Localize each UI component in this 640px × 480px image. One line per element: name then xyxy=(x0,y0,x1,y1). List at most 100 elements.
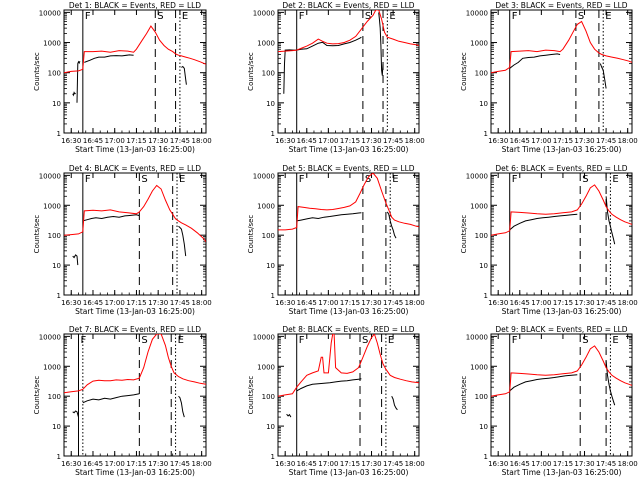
x-tick-label: 17:45 xyxy=(383,299,403,307)
x-tick-label: 17:15 xyxy=(340,299,360,307)
plot-area xyxy=(64,184,206,266)
y-tick-label: 100 xyxy=(48,70,61,78)
series-events-line xyxy=(378,12,384,76)
y-axis-label: Counts/sec xyxy=(460,376,468,415)
y-tick-label: 10000 xyxy=(466,172,488,180)
x-tick-label: 18:00 xyxy=(192,137,212,145)
chart-panel-7: 1 10 100 1000 10000 16:30 16:45 17:00 17:15 17:30… xyxy=(33,325,212,477)
x-tick-label: 16:30 xyxy=(488,137,508,145)
x-tick-label: 17:15 xyxy=(126,299,146,307)
x-tick-label: 17:30 xyxy=(148,460,168,468)
x-tick-label: 16:30 xyxy=(275,137,295,145)
y-tick-label: 1 xyxy=(271,453,275,461)
interval-marker-label: E xyxy=(389,11,395,22)
interval-marker-label: E xyxy=(182,11,188,22)
x-tick-label: 17:00 xyxy=(531,137,551,145)
x-tick-label: 16:45 xyxy=(297,460,317,468)
y-tick-label: 10 xyxy=(479,262,488,270)
y-axis-label: Counts/sec xyxy=(33,52,41,91)
plot-frame xyxy=(277,333,420,457)
x-tick-label: 17:45 xyxy=(383,137,403,145)
x-tick-label: 16:30 xyxy=(488,460,508,468)
interval-marker-label: E xyxy=(388,335,394,346)
chart-panel-3: 1 10 100 1000 10000 16:30 16:45 17:00 17:15 17:30… xyxy=(460,1,638,154)
series-events-line xyxy=(509,213,578,231)
interval-marker-label: F xyxy=(85,174,91,185)
x-tick-label: 17:15 xyxy=(340,460,360,468)
y-tick-label: 10000 xyxy=(39,333,61,341)
chart-panel-2: 1 10 100 1000 10000 16:30 16:45 17:00 17:15 17:30… xyxy=(247,1,425,154)
series-events-line xyxy=(286,413,292,418)
x-tick-label: 17:45 xyxy=(383,460,403,468)
plot-area xyxy=(64,25,206,103)
interval-marker-label: F xyxy=(299,11,305,22)
y-tick-label: 10 xyxy=(266,262,275,270)
y-tick-label: 10 xyxy=(266,100,275,108)
series-events-line xyxy=(181,65,187,85)
interval-marker-label: F xyxy=(299,174,305,185)
x-tick-label: 17:15 xyxy=(126,460,146,468)
interval-marker-label: S xyxy=(141,174,147,185)
interval-marker-label: S xyxy=(582,335,588,346)
x-tick-label: 18:00 xyxy=(618,299,638,307)
y-tick-label: 1 xyxy=(271,130,275,138)
y-tick-label: 1000 xyxy=(43,363,61,371)
interval-marker-label: S xyxy=(582,174,588,185)
x-tick-label: 17:00 xyxy=(318,299,338,307)
series-events-line xyxy=(72,254,79,266)
y-axis-label: Counts/sec xyxy=(247,52,255,91)
series-events-line xyxy=(391,395,398,411)
x-tick-label: 17:45 xyxy=(170,299,190,307)
y-axis-label: Counts/sec xyxy=(33,376,41,415)
series-events-line xyxy=(605,360,616,406)
y-tick-label: 1 xyxy=(484,292,488,300)
y-tick-label: 1000 xyxy=(470,363,488,371)
series-lld-line xyxy=(278,10,419,53)
x-tick-label: 16:30 xyxy=(275,299,295,307)
x-tick-label: 17:00 xyxy=(531,299,551,307)
y-axis-label: Counts/sec xyxy=(33,215,41,254)
interval-marker-label: E xyxy=(612,174,618,185)
chart-panel-5: 1 10 100 1000 10000 16:30 16:45 17:00 17:15 17:30… xyxy=(247,164,425,316)
x-tick-label: 17:15 xyxy=(126,137,146,145)
y-tick-label: 10 xyxy=(479,100,488,108)
chart-panel-4: 1 10 100 1000 10000 16:30 16:45 17:00 17:15 17:30… xyxy=(33,164,212,316)
series-events-line xyxy=(178,395,185,418)
chart-panel-1: 1 10 100 1000 10000 16:30 16:45 17:00 17:15 17:30… xyxy=(33,1,212,154)
y-tick-label: 1000 xyxy=(43,202,61,210)
y-tick-label: 10 xyxy=(266,423,275,431)
x-tick-label: 18:00 xyxy=(192,299,212,307)
x-tick-label: 17:00 xyxy=(105,460,125,468)
series-events-line xyxy=(72,91,76,97)
interval-marker-label: F xyxy=(85,11,91,22)
panel-title: Det 6: BLACK = Events, RED = LLD xyxy=(495,164,627,173)
plot-area xyxy=(491,184,632,245)
x-tick-label: 17:45 xyxy=(596,299,616,307)
x-tick-label: 16:30 xyxy=(275,460,295,468)
x-tick-label: 17:00 xyxy=(531,460,551,468)
interval-marker-label: S xyxy=(362,335,368,346)
y-tick-label: 1 xyxy=(57,292,61,300)
panel-title: Det 2: BLACK = Events, RED = LLD xyxy=(282,1,414,10)
plot-frame xyxy=(63,333,207,457)
y-tick-label: 10 xyxy=(479,423,488,431)
interval-marker-label: S xyxy=(578,11,584,22)
y-tick-label: 10 xyxy=(52,423,61,431)
interval-marker-label: F xyxy=(512,335,518,346)
y-tick-label: 100 xyxy=(475,232,488,240)
x-tick-label: 17:45 xyxy=(170,137,190,145)
series-lld-line xyxy=(491,345,632,397)
x-tick-label: 18:00 xyxy=(618,460,638,468)
x-tick-label: 17:30 xyxy=(361,460,381,468)
panel-title: Det 9: BLACK = Events, RED = LLD xyxy=(495,325,627,334)
interval-marker-label: S xyxy=(157,11,163,22)
x-tick-label: 18:00 xyxy=(405,137,425,145)
x-tick-label: 17:15 xyxy=(553,299,573,307)
series-lld-line xyxy=(278,173,419,231)
panel-title: Det 7: BLACK = Events, RED = LLD xyxy=(69,325,201,334)
x-tick-label: 17:30 xyxy=(361,299,381,307)
series-events-line xyxy=(76,60,81,103)
y-axis-label: Counts/sec xyxy=(460,215,468,254)
